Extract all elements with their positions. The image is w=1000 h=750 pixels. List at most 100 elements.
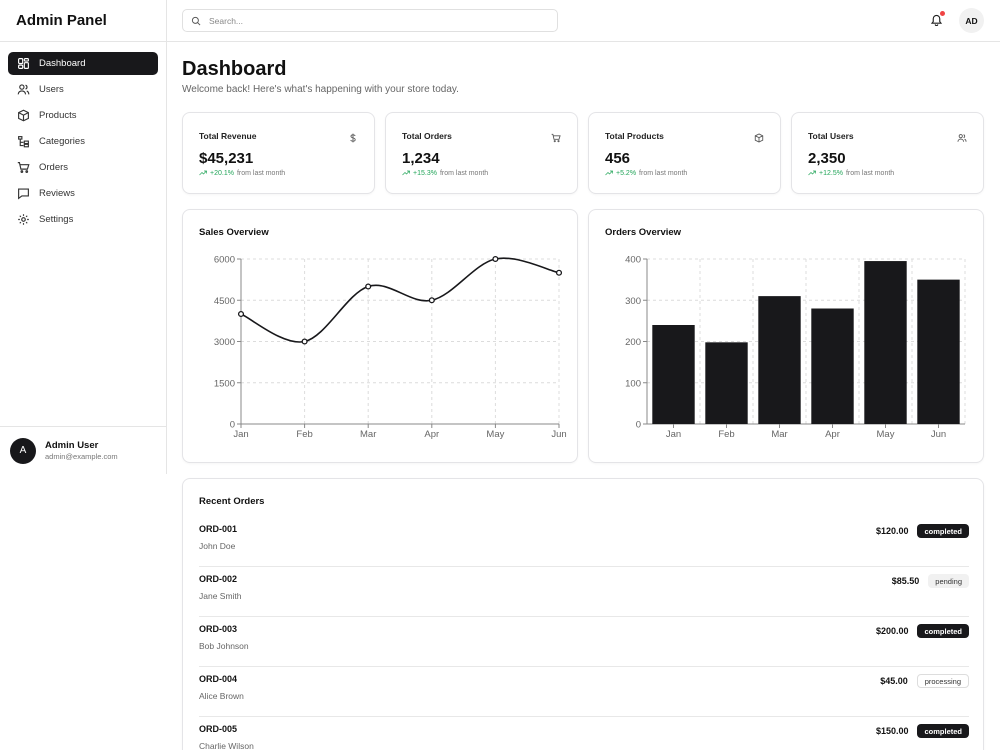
avatar: A — [10, 437, 36, 464]
sales-line — [240, 257, 560, 343]
dashboard-icon — [16, 57, 30, 71]
page-subtitle: Welcome back! Here's what's happening wi… — [182, 84, 459, 95]
stat-change: +15.3% from last month — [402, 169, 488, 177]
order-row[interactable]: ORD-001 John Doe $120.00 completed — [199, 517, 969, 567]
chart-title: Sales Overview — [199, 227, 269, 238]
sidebar-item-orders[interactable]: Orders — [8, 156, 158, 179]
order-customer: Charlie Wilson — [199, 741, 254, 750]
stat-change: +12.5% from last month — [808, 169, 894, 177]
x-tick-label: Apr — [825, 429, 840, 440]
order-row[interactable]: ORD-005 Charlie Wilson $150.00 completed — [199, 717, 969, 750]
stat-change: +5.2% from last month — [605, 169, 687, 177]
y-tick-label: 100 — [625, 378, 641, 389]
y-tick-label: 0 — [230, 420, 235, 431]
search-input[interactable] — [209, 15, 539, 26]
sidebar-item-settings[interactable]: Settings — [8, 208, 158, 231]
y-tick-label: 0 — [636, 420, 641, 431]
sidebar-item-label: Reviews — [39, 188, 75, 199]
order-row[interactable]: ORD-003 Bob Johnson $200.00 completed — [199, 617, 969, 667]
stat-label: Total Orders — [402, 131, 452, 141]
sidebar-item-users[interactable]: Users — [8, 78, 158, 101]
status-badge: completed — [917, 724, 969, 738]
sidebar-item-label: Orders — [39, 162, 69, 173]
y-tick-label: 4500 — [214, 296, 235, 307]
sidebar-item-label: Dashboard — [39, 58, 86, 69]
chart-title: Orders Overview — [605, 227, 682, 238]
y-tick-label: 1500 — [214, 378, 235, 389]
message-icon — [16, 187, 30, 201]
order-id: ORD-004 — [199, 674, 238, 684]
user-email: admin@example.com — [45, 452, 118, 461]
order-amount: $85.50 — [891, 576, 920, 586]
trending-up-icon — [402, 170, 410, 176]
package-icon — [16, 109, 30, 123]
dollar-icon — [348, 130, 358, 143]
bar — [705, 342, 748, 424]
categories-icon — [16, 135, 30, 149]
x-tick-label: Jan — [233, 429, 248, 440]
users-icon — [16, 83, 30, 97]
status-badge: completed — [917, 624, 969, 638]
search-box[interactable] — [182, 9, 558, 32]
x-tick-label: Apr — [424, 429, 439, 440]
x-tick-label: Feb — [718, 429, 734, 440]
order-id: ORD-001 — [199, 524, 238, 534]
stat-value: 2,350 — [808, 150, 846, 167]
app-title: Admin Panel — [0, 0, 166, 42]
order-row[interactable]: ORD-002 Jane Smith $85.50 pending — [199, 567, 969, 617]
status-badge: completed — [917, 524, 969, 538]
x-tick-label: Mar — [360, 429, 376, 440]
x-tick-label: May — [486, 429, 504, 440]
notification-dot — [940, 11, 945, 16]
recent-orders-title: Recent Orders — [199, 496, 265, 507]
data-point — [237, 310, 245, 318]
sidebar-nav: Dashboard Users Products Categories Orde… — [0, 42, 166, 231]
sidebar-item-products[interactable]: Products — [8, 104, 158, 127]
stat-label: Total Products — [605, 131, 664, 141]
order-row[interactable]: ORD-004 Alice Brown $45.00 processing — [199, 667, 969, 717]
sidebar-item-label: Settings — [39, 214, 74, 225]
page-title: Dashboard — [182, 58, 287, 80]
order-amount: $200.00 — [875, 626, 909, 636]
sales-line-chart: 0 1500 3000 4500 6000 Jan Feb Mar Apr May Jun — [214, 255, 567, 441]
sales-overview-card: Sales Overview 0 1500 3000 4500 6000 Jan Feb Ma… — [182, 209, 578, 463]
y-tick-label: 200 — [625, 337, 641, 348]
sidebar-item-label: Users — [39, 84, 64, 95]
data-point — [428, 297, 435, 304]
user-avatar-button[interactable]: AD — [959, 8, 984, 33]
y-tick-label: 400 — [625, 255, 641, 266]
stat-card-users: Total Users 2,350 +12.5% from last month — [791, 112, 984, 194]
sidebar: Admin Panel Dashboard Users Products Cat… — [0, 0, 167, 474]
data-point — [365, 283, 372, 290]
bar — [811, 308, 854, 424]
sidebar-item-label: Products — [39, 110, 77, 121]
x-tick-label: May — [877, 429, 895, 440]
search-icon — [191, 16, 201, 25]
bar — [864, 261, 907, 424]
y-tick-label: 3000 — [214, 337, 235, 348]
stat-card-revenue: Total Revenue $45,231 +20.1% from last mo… — [182, 112, 375, 194]
stat-value: $45,231 — [199, 150, 254, 167]
notifications-button[interactable] — [930, 11, 945, 27]
order-id: ORD-002 — [199, 574, 238, 584]
user-name: Admin User — [45, 440, 99, 451]
trending-up-icon — [199, 170, 207, 176]
sidebar-user[interactable]: A Admin User admin@example.com — [0, 426, 166, 474]
topbar: AD — [167, 0, 1000, 42]
orders-overview-card: Orders Overview 0 100 200 300 400 Jan Feb Mar Ap… — [588, 209, 984, 463]
sidebar-item-dashboard[interactable]: Dashboard — [8, 52, 158, 75]
order-amount: $120.00 — [875, 526, 909, 536]
order-customer: Alice Brown — [199, 691, 244, 701]
data-point — [301, 338, 308, 345]
stat-card-products: Total Products 456 +5.2% from last month — [588, 112, 781, 194]
order-customer: John Doe — [199, 541, 236, 551]
stat-change: +20.1% from last month — [199, 169, 285, 177]
sidebar-item-reviews[interactable]: Reviews — [8, 182, 158, 205]
cart-icon — [16, 161, 30, 175]
users-icon — [957, 130, 967, 142]
sidebar-item-categories[interactable]: Categories — [8, 130, 158, 153]
status-badge: processing — [916, 674, 969, 688]
x-tick-label: Jun — [551, 429, 566, 440]
recent-orders-card: Recent Orders ORD-001 John Doe $120.00 co… — [182, 478, 984, 750]
bar — [652, 325, 695, 424]
